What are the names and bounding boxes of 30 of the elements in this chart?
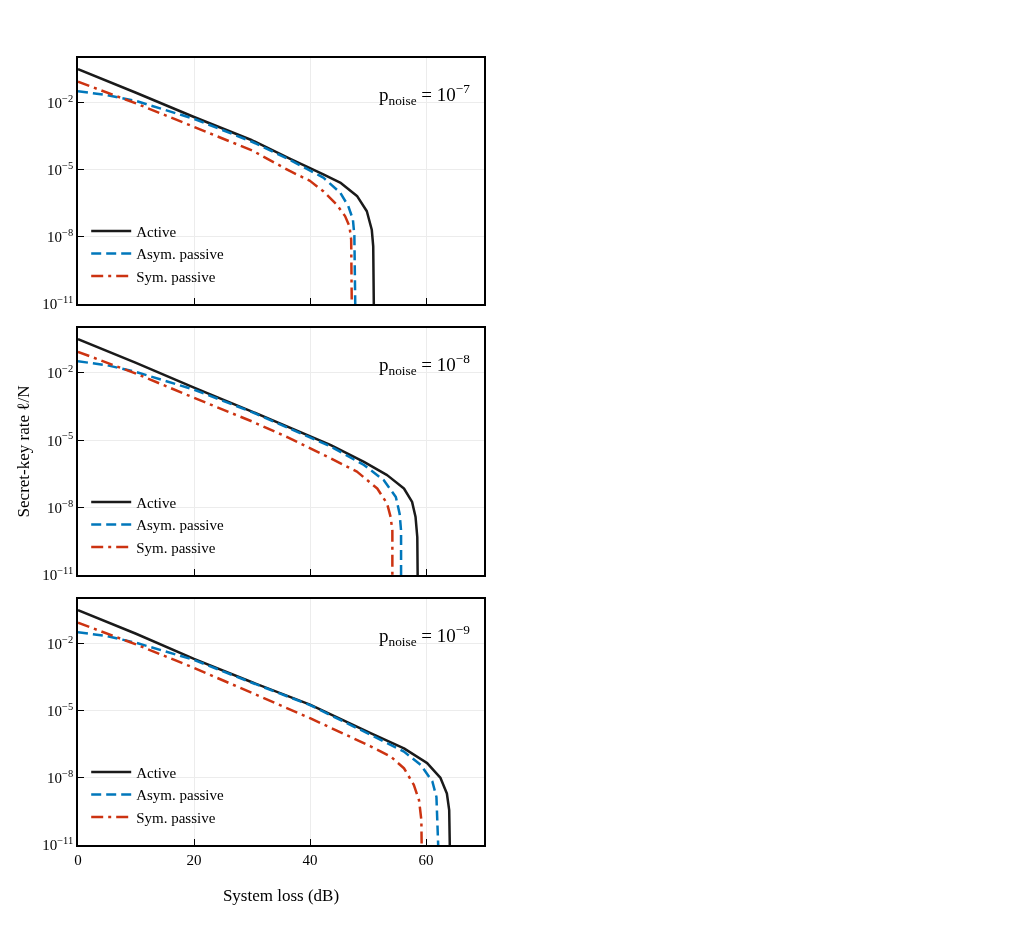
y-tick-label: 10$^{−2}$: [47, 633, 74, 652]
y-tick-label: 10$^{−8}$: [47, 226, 74, 246]
legend-label: Asym. passive: [136, 787, 225, 804]
x-tick-label: 40: [302, 851, 318, 868]
legend-label: Sym. passive: [136, 809, 216, 826]
legend-label: Active: [136, 764, 177, 781]
legend-label: Active: [136, 223, 177, 240]
y-tick-label: 10$^{−5}$: [47, 159, 74, 179]
y-axis-title: Secret-key rate ℓ/N: [14, 385, 34, 518]
legend-label: Asym. passive: [136, 517, 225, 534]
x-tick-label: 20: [186, 851, 202, 868]
y-tick-label: 10$^{−11}$: [42, 834, 74, 854]
annotation: p$_{noise}$ = 10$^{−9}$: [379, 622, 471, 649]
y-tick-label: 10$^{−11}$: [42, 564, 74, 584]
legend-label: Asym. passive: [136, 246, 225, 263]
y-tick-label: 10$^{−5}$: [47, 430, 74, 449]
annotation: p$_{noise}$ = 10$^{−8}$: [379, 351, 471, 378]
annotation: p$_{noise}$ = 10$^{−7}$: [379, 81, 471, 108]
x-axis-title: System loss (dB): [222, 885, 340, 905]
y-tick-label: 10$^{−2}$: [47, 362, 74, 382]
y-tick-label: 10$^{−2}$: [47, 92, 74, 111]
legend-label: Sym. passive: [136, 268, 216, 285]
y-tick-label: 10$^{−11}$: [42, 293, 74, 313]
legend-label: Active: [136, 494, 177, 511]
x-tick-label: 0: [74, 851, 82, 868]
y-tick-label: 10$^{−5}$: [47, 700, 74, 720]
y-tick-label: 10$^{−8}$: [47, 497, 74, 516]
x-tick-label: 60: [418, 851, 434, 868]
legend-label: Sym. passive: [136, 539, 216, 556]
y-tick-label: 10$^{−8}$: [47, 767, 74, 787]
